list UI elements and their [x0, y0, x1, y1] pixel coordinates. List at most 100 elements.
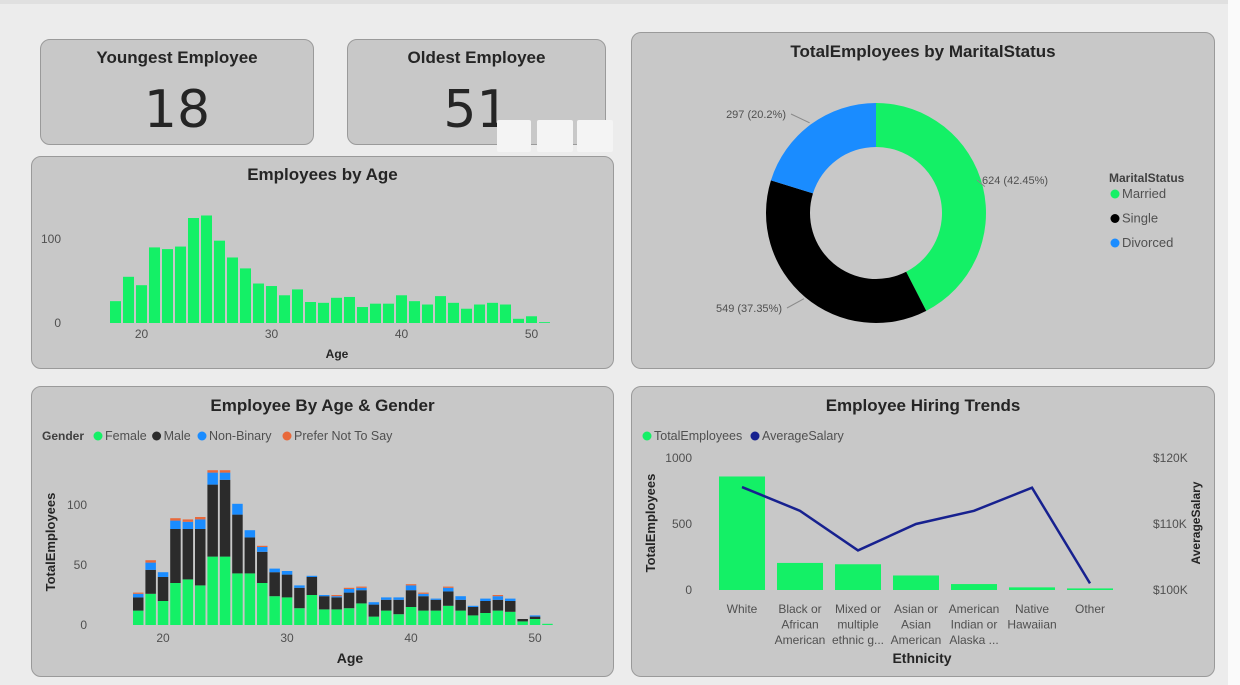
age-bar[interactable]	[123, 276, 134, 323]
kpi-card-youngest[interactable]: Youngest Employee 18	[40, 39, 314, 145]
age-bar[interactable]	[487, 302, 498, 323]
age-bar[interactable]	[188, 218, 199, 323]
gender-legend-label[interactable]: Non-Binary	[209, 429, 272, 443]
gender-bar-segment[interactable]	[195, 585, 206, 625]
gender-bar-segment[interactable]	[182, 521, 194, 529]
age-bar[interactable]	[149, 247, 160, 323]
gender-bar-segment[interactable]	[306, 575, 318, 577]
age-bar[interactable]	[292, 289, 303, 323]
age-bar[interactable]	[240, 268, 251, 323]
gender-bar-segment[interactable]	[455, 596, 466, 600]
gender-bar-segment[interactable]	[219, 556, 231, 625]
gender-bar-segment[interactable]	[232, 573, 243, 625]
age-bar[interactable]	[305, 302, 316, 323]
gender-bar-segment[interactable]	[343, 587, 355, 589]
age-bar[interactable]	[539, 322, 550, 323]
gender-bar-segment[interactable]	[294, 585, 305, 588]
gender-bar-segment[interactable]	[443, 586, 454, 588]
gender-bar-segment[interactable]	[505, 601, 516, 612]
gender-bar-segment[interactable]	[418, 610, 429, 625]
gender-bar-segment[interactable]	[195, 529, 206, 586]
gender-bar-segment[interactable]	[529, 615, 541, 617]
legend-label-married[interactable]: Married	[1122, 186, 1166, 201]
gender-bar-segment[interactable]	[145, 562, 156, 570]
gender-bar-segment[interactable]	[443, 587, 454, 592]
gender-bar-segment[interactable]	[195, 517, 206, 520]
gender-bar-segment[interactable]	[505, 598, 516, 601]
gender-bar-segment[interactable]	[269, 596, 280, 625]
gender-bar-segment[interactable]	[393, 597, 404, 600]
gender-bar-segment[interactable]	[207, 556, 218, 625]
gender-bar-segment[interactable]	[244, 573, 256, 625]
gender-bar-segment[interactable]	[517, 621, 528, 625]
gender-bar-segment[interactable]	[182, 579, 194, 625]
hiring-chart-card[interactable]: Employee Hiring Trends TotalEmployees Ave…	[631, 386, 1215, 677]
gender-bar-segment[interactable]	[232, 514, 243, 574]
gender-bar-segment[interactable]	[356, 587, 367, 591]
marital-chart-card[interactable]: TotalEmployees by MaritalStatus 624 (42.…	[631, 32, 1215, 369]
gender-bar-segment[interactable]	[219, 479, 231, 557]
gender-bar-segment[interactable]	[393, 614, 404, 625]
gender-bar-segment[interactable]	[170, 529, 181, 583]
donut-slice-single[interactable]	[766, 180, 927, 323]
age-bar[interactable]	[344, 296, 355, 323]
gender-bar-segment[interactable]	[492, 595, 504, 597]
gender-bar-segment[interactable]	[381, 597, 392, 600]
age-bar[interactable]	[422, 304, 433, 323]
gender-bar-segment[interactable]	[294, 587, 305, 609]
gender-bar-segment[interactable]	[455, 599, 466, 611]
gender-bar-segment[interactable]	[182, 529, 194, 580]
gender-bar-segment[interactable]	[244, 530, 256, 538]
hiring-bar[interactable]	[951, 584, 997, 590]
gender-bar-segment[interactable]	[319, 595, 330, 597]
gender-bar-segment[interactable]	[343, 592, 355, 609]
age-bar[interactable]	[253, 283, 264, 323]
hiring-bar[interactable]	[1009, 587, 1055, 590]
age-bar[interactable]	[175, 246, 186, 323]
age-bar[interactable]	[201, 215, 212, 323]
age-bar[interactable]	[266, 286, 277, 323]
gender-bar-segment[interactable]	[480, 601, 491, 613]
gender-bar-segment[interactable]	[492, 610, 504, 625]
gender-bar-segment[interactable]	[207, 472, 218, 485]
gender-bar-segment[interactable]	[170, 518, 181, 521]
gender-bar-segment[interactable]	[443, 605, 454, 625]
gender-bar-segment[interactable]	[319, 596, 330, 610]
age-bar[interactable]	[396, 295, 407, 323]
gender-bar-segment[interactable]	[418, 593, 429, 597]
gender-bar-segment[interactable]	[430, 599, 442, 611]
gender-bar-segment[interactable]	[356, 586, 367, 588]
legend-label-single[interactable]: Single	[1122, 211, 1158, 226]
gender-bar-segment[interactable]	[443, 591, 454, 606]
age-bar[interactable]	[331, 297, 342, 323]
gender-bar-segment[interactable]	[405, 607, 417, 625]
gender-bar-segment[interactable]	[356, 590, 367, 604]
gender-bar-segment[interactable]	[244, 537, 256, 574]
gender-bar-segment[interactable]	[381, 599, 392, 611]
gender-bar-segment[interactable]	[257, 583, 268, 625]
gender-bar-segment[interactable]	[157, 572, 169, 577]
gender-bar-segment[interactable]	[430, 610, 442, 625]
donut-slice-married[interactable]	[876, 103, 986, 311]
gender-bar-segment[interactable]	[331, 596, 342, 598]
hiring-legend-label[interactable]: AverageSalary	[762, 429, 845, 443]
gender-bar-segment[interactable]	[281, 597, 293, 625]
gender-bar-segment[interactable]	[331, 597, 342, 610]
gender-bar-segment[interactable]	[393, 599, 404, 615]
gender-bar-segment[interactable]	[467, 615, 479, 625]
age-bar[interactable]	[318, 302, 329, 323]
age-bar[interactable]	[214, 240, 225, 323]
gender-bar-segment[interactable]	[430, 598, 442, 600]
hiring-bar[interactable]	[777, 562, 823, 590]
gender-bar-segment[interactable]	[381, 610, 392, 625]
gender-bar-segment[interactable]	[492, 599, 504, 611]
gender-bar-segment[interactable]	[343, 608, 355, 625]
gender-bar-segment[interactable]	[133, 610, 144, 625]
gender-bar-segment[interactable]	[529, 616, 541, 619]
hiring-bar[interactable]	[835, 564, 881, 590]
gender-bar-segment[interactable]	[319, 609, 330, 625]
gender-bar-segment[interactable]	[467, 607, 479, 616]
gender-bar-segment[interactable]	[257, 545, 268, 547]
gender-bar-segment[interactable]	[492, 596, 504, 600]
gender-bar-segment[interactable]	[207, 470, 218, 473]
